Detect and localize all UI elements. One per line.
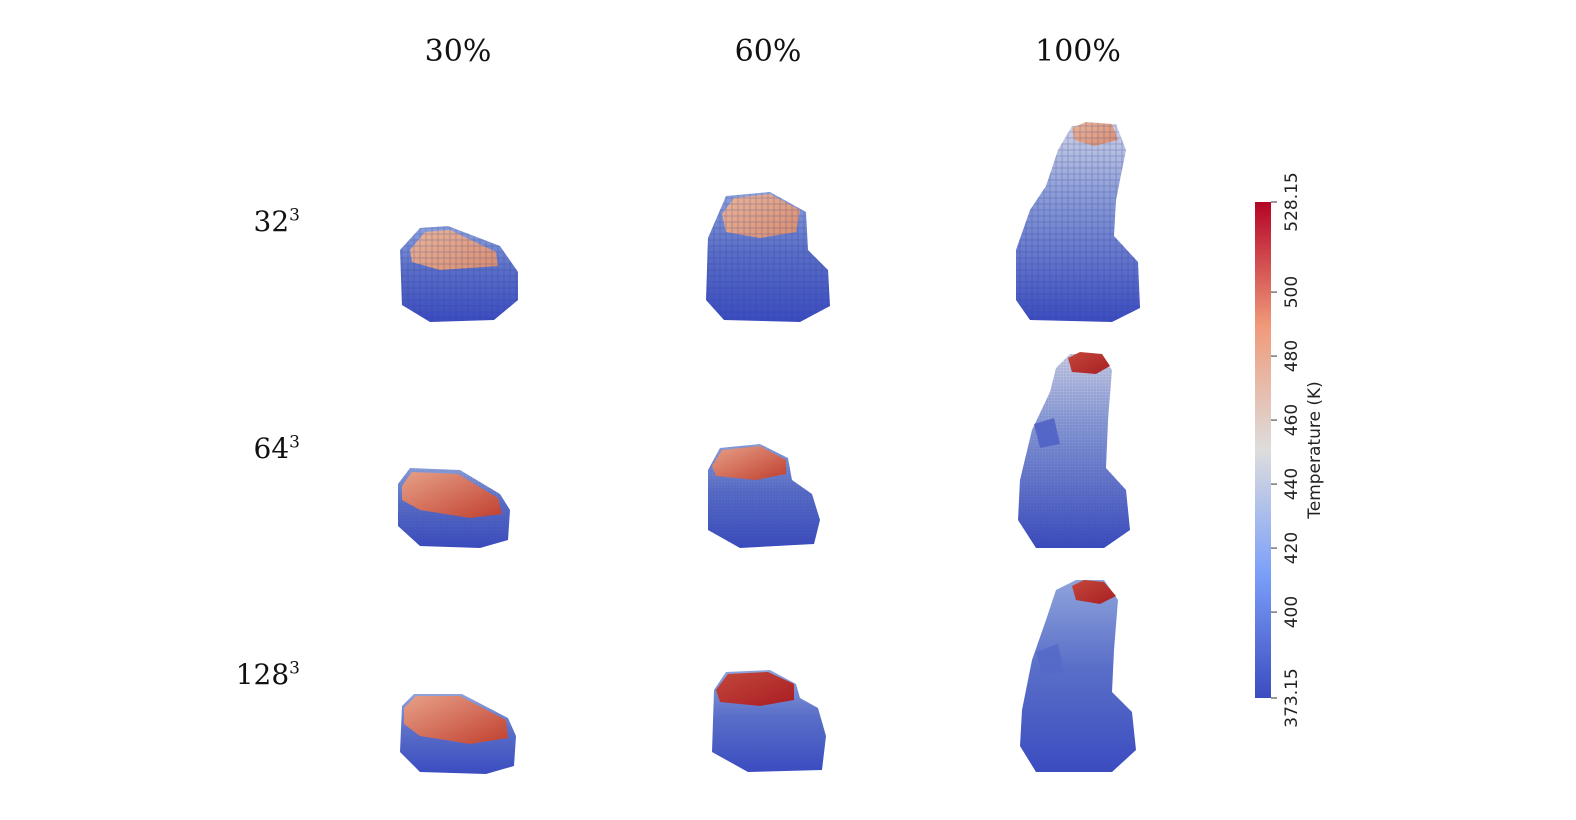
column-header-60: 60% xyxy=(734,34,802,69)
row-label-base: 128 xyxy=(235,658,290,691)
column-header-100: 100% xyxy=(1035,34,1121,69)
row-label-32: 323 xyxy=(180,205,300,238)
voxel-model-128-60 xyxy=(712,670,826,772)
voxel-model-32-30 xyxy=(400,226,518,322)
voxel-model-64-60 xyxy=(708,444,820,548)
row-label-64: 643 xyxy=(180,432,300,465)
row-label-exponent: 3 xyxy=(289,432,300,453)
colorbar-tick-label: 440 xyxy=(1282,468,1302,500)
row-label-base: 64 xyxy=(253,432,290,465)
colorbar-tick-label: 460 xyxy=(1282,404,1302,436)
row-label-exponent: 3 xyxy=(289,205,300,226)
voxel-model-128-100 xyxy=(1020,580,1136,772)
colorbar-title: Temperature (K) xyxy=(1305,381,1325,520)
colorbar-tick-label: 400 xyxy=(1282,596,1302,628)
colorbar-tick-label: 420 xyxy=(1282,532,1302,564)
colorbar-ticks: 373.15 400 420 440 460 480 500 528.15 xyxy=(1271,172,1302,728)
voxel-model-64-30 xyxy=(398,468,510,548)
voxel-model-32-100 xyxy=(1016,122,1140,322)
column-header-30: 30% xyxy=(424,34,492,69)
colorbar: 373.15 400 420 440 460 480 500 528.15 Temperatu… xyxy=(1255,172,1325,728)
row-label-base: 32 xyxy=(253,205,290,238)
colorbar-tick-label: 500 xyxy=(1282,276,1302,308)
colorbar-tick-label: 373.15 xyxy=(1282,668,1302,727)
voxel-model-128-30 xyxy=(400,694,516,774)
row-label-exponent: 3 xyxy=(289,658,300,679)
row-label-128: 1283 xyxy=(180,658,300,691)
colorbar-gradient xyxy=(1255,202,1271,698)
colorbar-tick-label: 480 xyxy=(1282,340,1302,372)
voxel-model-64-100 xyxy=(1018,352,1130,548)
voxel-model-32-60 xyxy=(706,192,830,322)
colorbar-tick-label: 528.15 xyxy=(1282,172,1302,231)
